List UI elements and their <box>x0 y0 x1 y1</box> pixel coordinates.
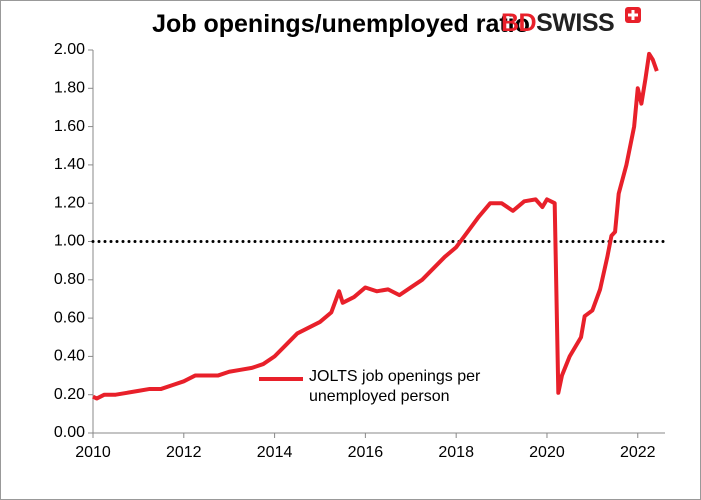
y-tick-label: 0.00 <box>54 424 85 441</box>
y-tick-label: 1.20 <box>54 194 85 211</box>
x-tick-label: 2022 <box>620 444 656 461</box>
x-tick-label: 2014 <box>257 444 293 461</box>
y-tick-label: 1.00 <box>54 233 85 250</box>
y-tick-label: 1.80 <box>54 80 85 97</box>
y-tick-label: 0.60 <box>54 309 85 326</box>
x-tick-label: 2018 <box>438 444 474 461</box>
legend-label: JOLTS job openings per unemployed person <box>309 368 481 405</box>
logo: BDSWISS <box>501 7 641 38</box>
y-tick-label: 1.60 <box>54 118 85 135</box>
x-tick-label: 2012 <box>166 444 202 461</box>
x-tick-label: 2020 <box>529 444 565 461</box>
y-tick-label: 0.80 <box>54 271 85 288</box>
chart-title: Job openings/unemployed ratio <box>152 10 530 38</box>
logo-swiss: SWISS <box>536 9 615 37</box>
data-line <box>92 51 659 401</box>
logo-bd: BD <box>501 9 537 37</box>
y-tick-label: 0.20 <box>54 386 85 403</box>
x-tick-label: 2010 <box>75 444 111 461</box>
y-tick-label: 0.40 <box>54 348 85 365</box>
y-tick-label: 2.00 <box>54 41 85 58</box>
logo-badge <box>625 7 641 23</box>
y-tick-label: 1.40 <box>54 156 85 173</box>
x-tick-label: 2016 <box>348 444 384 461</box>
